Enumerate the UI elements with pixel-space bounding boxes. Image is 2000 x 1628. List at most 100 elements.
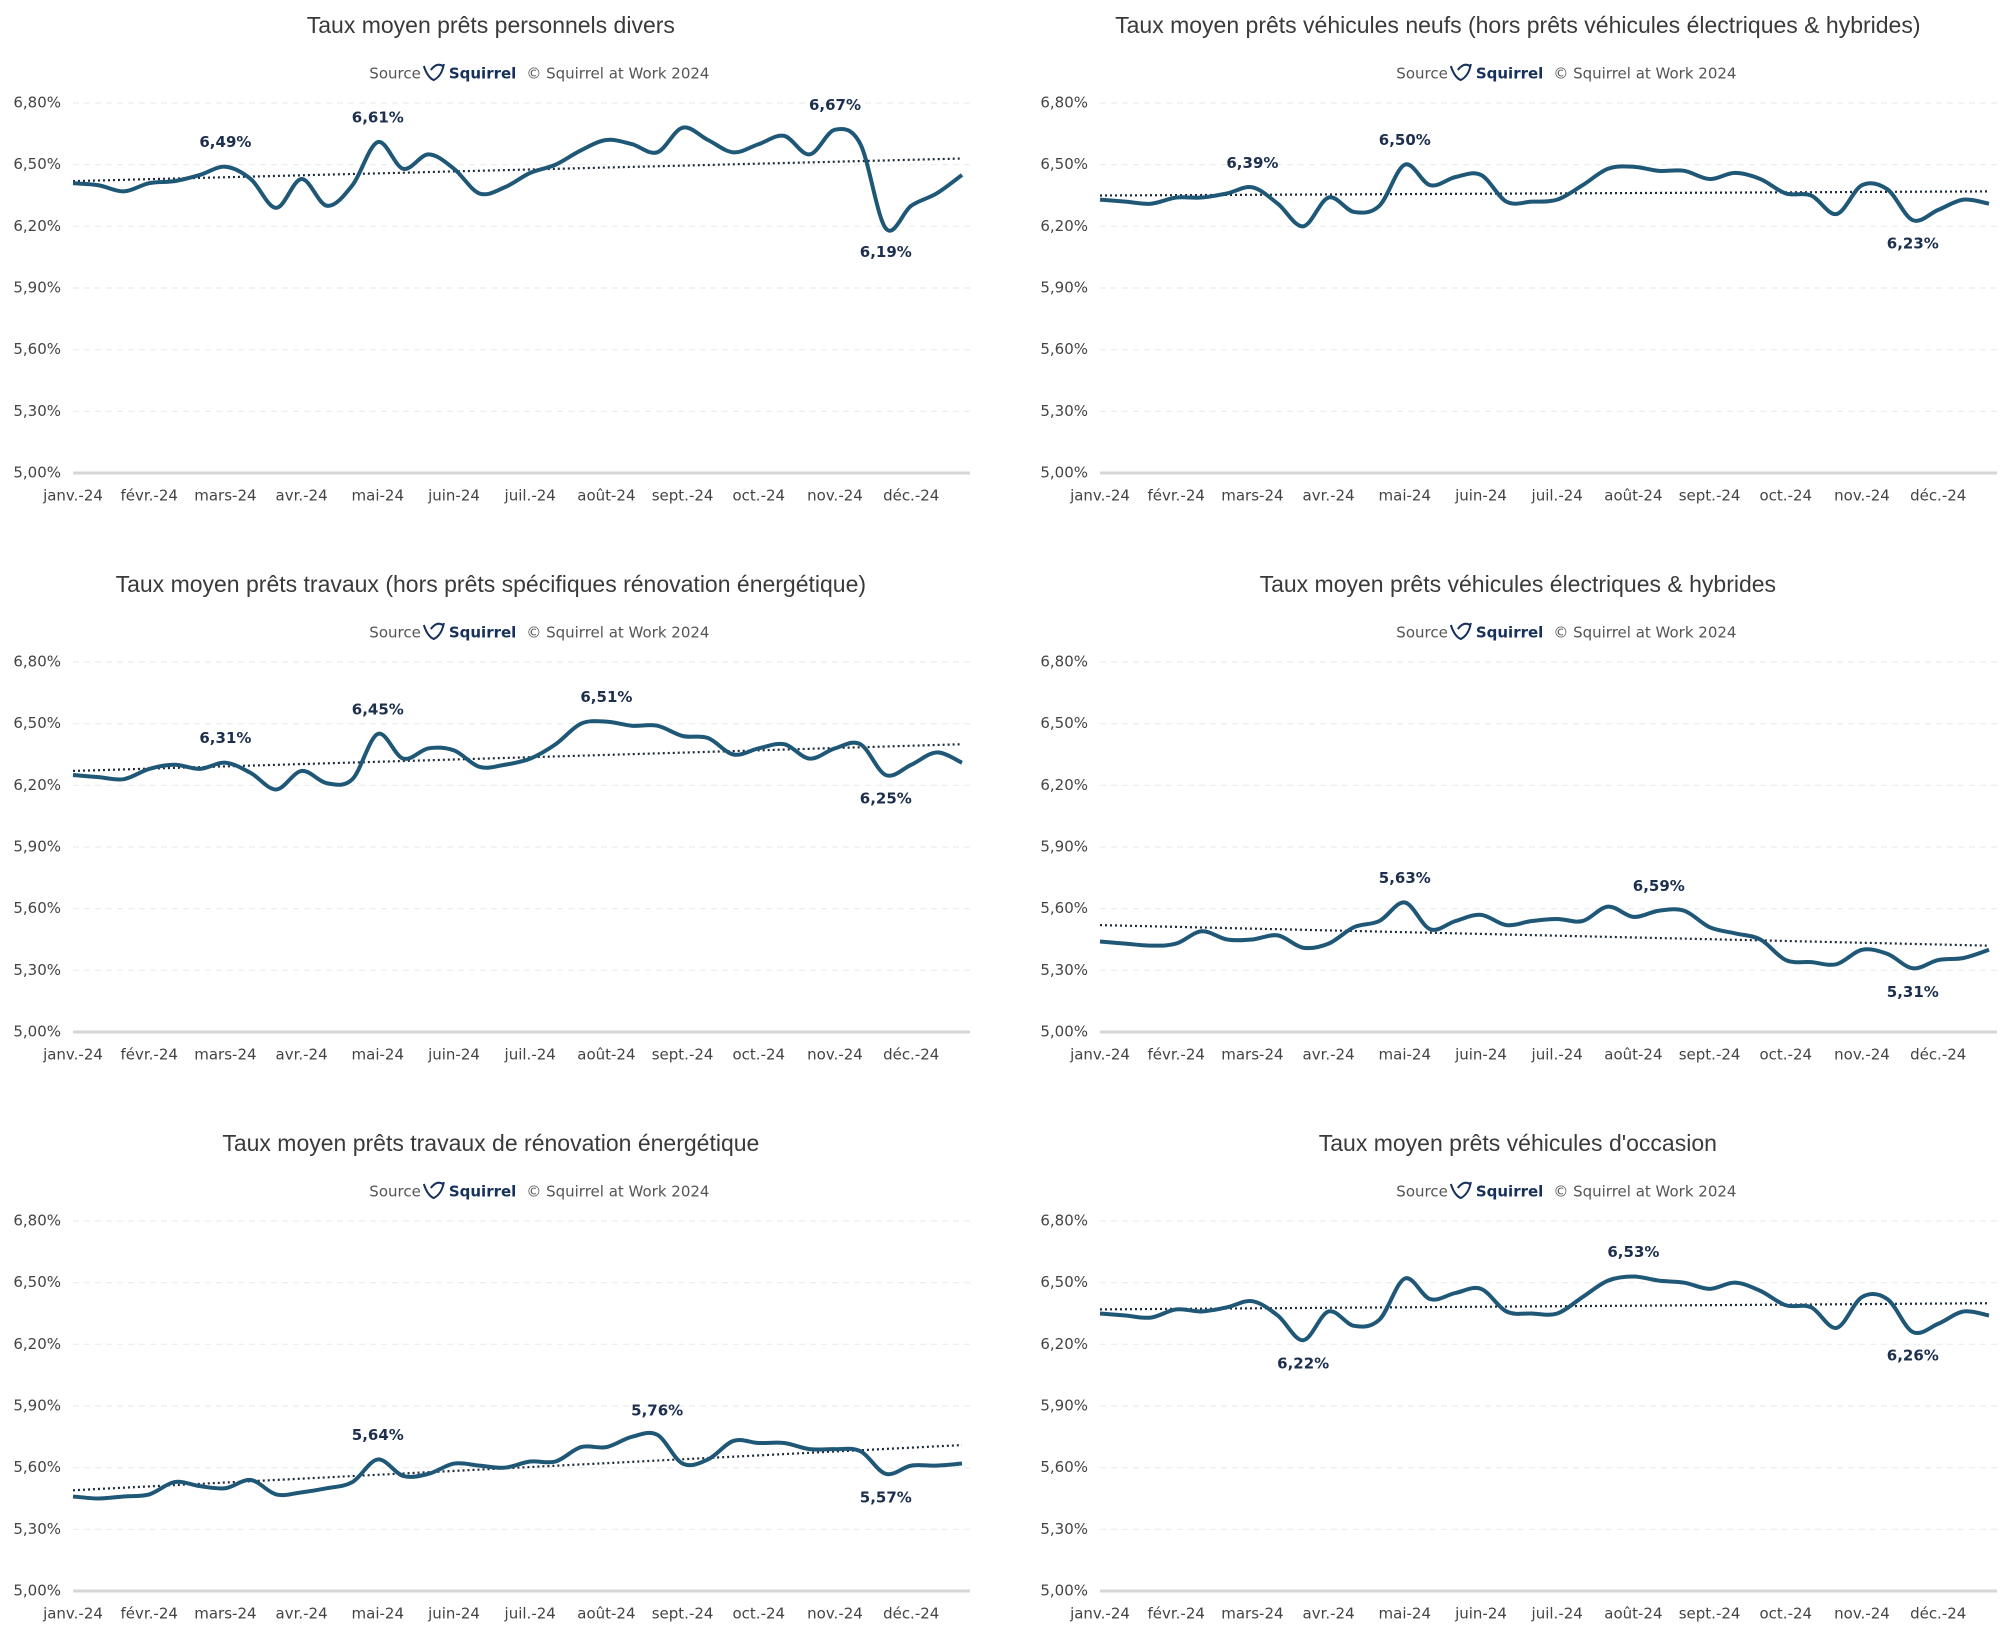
x-tick-label: févr.-24 (1147, 1046, 1204, 1064)
x-tick-label: mars-24 (1221, 1046, 1283, 1064)
y-tick-label: 6,20% (13, 1335, 61, 1353)
chart-title: Taux moyen prêts travaux de rénovation é… (222, 1130, 759, 1156)
trend-line (72, 157, 963, 183)
value-label: 6,45% (352, 700, 404, 718)
chart-title: Taux moyen prêts véhicules d'occasion (1319, 1130, 1717, 1156)
x-tick-label: oct.-24 (1760, 1605, 1813, 1623)
y-tick-label: 6,50% (13, 714, 61, 732)
x-tick-label: févr.-24 (120, 487, 177, 505)
x-tick-label: févr.-24 (1147, 487, 1204, 505)
source-brand: Squirrel (449, 65, 516, 83)
x-tick-label: juin-24 (1454, 1605, 1507, 1623)
copyright: © Squirrel at Work 2024 (526, 65, 709, 83)
trend-line (1099, 924, 1990, 947)
x-tick-label: nov.-24 (807, 1605, 863, 1623)
y-tick-label: 5,30% (1040, 961, 1088, 979)
source-label: Source (369, 1183, 421, 1201)
x-tick-label: mars-24 (1221, 1605, 1283, 1623)
trend-line (1099, 190, 1990, 197)
x-tick-label: déc.-24 (883, 1046, 939, 1064)
x-tick-label: juin-24 (1454, 487, 1507, 505)
chart-title: Taux moyen prêts travaux (hors prêts spé… (116, 571, 866, 597)
trend-line (72, 743, 963, 773)
series-line (72, 1430, 963, 1501)
y-tick-label: 5,60% (1040, 899, 1088, 917)
x-tick-label: avr.-24 (276, 487, 328, 505)
y-tick-label: 5,00% (1040, 1582, 1088, 1600)
x-tick-label: avr.-24 (1303, 1605, 1355, 1623)
x-tick-label: janv.-24 (1069, 487, 1130, 505)
copyright: © Squirrel at Work 2024 (526, 1183, 709, 1201)
source-label: Source (1396, 65, 1448, 83)
series-line (1099, 1274, 1990, 1343)
x-tick-label: sept.-24 (652, 1605, 714, 1623)
x-tick-label: août-24 (1604, 1046, 1662, 1064)
y-tick-label: 5,90% (1040, 279, 1088, 297)
x-tick-label: juil.-24 (504, 1046, 556, 1064)
value-label: 6,50% (1379, 131, 1431, 149)
series-line (72, 125, 964, 233)
value-label: 6,67% (809, 96, 861, 114)
value-label: 6,39% (1226, 154, 1278, 172)
value-label: 6,19% (860, 243, 912, 261)
y-tick-label: 6,20% (1040, 217, 1088, 235)
x-tick-label: janv.-24 (1069, 1046, 1130, 1064)
y-tick-label: 5,30% (13, 961, 61, 979)
source-brand: Squirrel (449, 1183, 516, 1201)
x-tick-label: mai-24 (1379, 487, 1431, 505)
x-tick-label: juin-24 (427, 1046, 480, 1064)
y-tick-label: 5,30% (13, 402, 61, 420)
x-tick-label: sept.-24 (1679, 1046, 1741, 1064)
x-tick-label: nov.-24 (807, 487, 863, 505)
y-tick-label: 5,00% (1040, 464, 1088, 482)
x-tick-label: févr.-24 (120, 1605, 177, 1623)
source-brand: Squirrel (449, 624, 516, 642)
value-label: 6,53% (1607, 1243, 1659, 1261)
chart-title: Taux moyen prêts véhicules neufs (hors p… (1115, 12, 1920, 38)
trend-line (72, 1443, 963, 1492)
x-tick-label: sept.-24 (652, 1046, 714, 1064)
x-tick-label: août-24 (577, 487, 635, 505)
x-tick-label: août-24 (1604, 487, 1662, 505)
x-tick-label: juil.-24 (1531, 1605, 1583, 1623)
y-tick-label: 5,60% (13, 340, 61, 358)
series-line (72, 719, 963, 792)
x-tick-label: mai-24 (352, 487, 404, 505)
brand-icon (1449, 1181, 1472, 1200)
x-tick-label: oct.-24 (733, 1046, 786, 1064)
x-tick-label: juil.-24 (1531, 487, 1583, 505)
x-tick-label: sept.-24 (1679, 1605, 1741, 1623)
x-tick-label: mai-24 (1379, 1605, 1431, 1623)
y-tick-label: 6,50% (13, 1273, 61, 1291)
brand-icon (422, 63, 445, 82)
x-tick-label: sept.-24 (652, 487, 714, 505)
x-tick-label: févr.-24 (120, 1046, 177, 1064)
y-tick-label: 6,50% (1040, 1273, 1088, 1291)
x-tick-label: août-24 (577, 1046, 635, 1064)
value-label: 6,23% (1887, 235, 1939, 253)
copyright: © Squirrel at Work 2024 (1553, 65, 1736, 83)
y-tick-label: 6,80% (1040, 1212, 1088, 1230)
y-tick-label: 5,30% (1040, 1520, 1088, 1538)
annotation: 6,59% (1633, 877, 1685, 895)
chart-title: Taux moyen prêts personnels divers (307, 12, 675, 38)
y-tick-label: 5,90% (13, 1397, 61, 1415)
x-tick-label: août-24 (577, 1605, 635, 1623)
y-tick-label: 5,30% (13, 1520, 61, 1538)
y-tick-label: 6,80% (13, 94, 61, 112)
x-tick-label: juil.-24 (504, 1605, 556, 1623)
y-tick-label: 6,80% (13, 1212, 61, 1230)
x-tick-label: oct.-24 (733, 1605, 786, 1623)
brand-icon (422, 622, 445, 641)
brand-icon (1449, 622, 1472, 641)
x-tick-label: nov.-24 (1834, 487, 1890, 505)
x-tick-label: avr.-24 (276, 1046, 328, 1064)
y-tick-label: 5,30% (1040, 402, 1088, 420)
series-line (1099, 162, 1990, 229)
y-tick-label: 5,60% (13, 899, 61, 917)
x-tick-label: oct.-24 (1760, 487, 1813, 505)
source-label: Source (1396, 1183, 1448, 1201)
value-label: 5,64% (352, 1426, 404, 1444)
source-label: Source (1396, 624, 1448, 642)
